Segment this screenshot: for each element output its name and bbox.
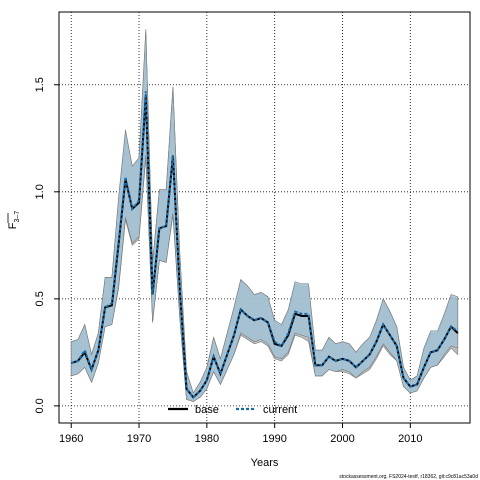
x-tick-label-2000: 2000	[330, 433, 354, 445]
series-lines	[70, 91, 459, 399]
x-tick-label-2010: 2010	[398, 433, 422, 445]
x-tick-label-1990: 1990	[262, 433, 286, 445]
plot-frame	[58, 11, 471, 424]
svg-text:F3–7: F3–7	[7, 211, 21, 230]
y-axis-title-main: F	[7, 222, 19, 229]
y-axis-title-subscript: 3–7	[14, 211, 21, 223]
legend-label-base: base	[195, 404, 219, 416]
y-axis: 0.0 0.5 1.0 1.5	[34, 77, 59, 414]
y-tick-label-0: 0.0	[34, 398, 46, 413]
y-tick-label-1: 1.0	[34, 184, 46, 199]
x-axis: 1960 1970 1980 1990 2000 2010	[59, 423, 423, 445]
band-current	[70, 29, 459, 402]
footnote: stockassessment.org, FS2024-testf, r1836…	[339, 474, 478, 480]
x-tick-label-1970: 1970	[127, 433, 151, 445]
y-tick-label-1.5: 1.5	[34, 77, 46, 92]
x-axis-title: Years	[251, 457, 279, 469]
series-line-current	[70, 91, 459, 399]
y-tick-label-0.5: 0.5	[34, 291, 46, 306]
legend-label-current: current	[263, 404, 297, 416]
legend: base current	[168, 404, 297, 416]
confidence-bands	[70, 29, 459, 402]
x-tick-label-1980: 1980	[195, 433, 219, 445]
y-axis-title: F3–7	[7, 211, 21, 230]
x-tick-label-1960: 1960	[59, 433, 83, 445]
